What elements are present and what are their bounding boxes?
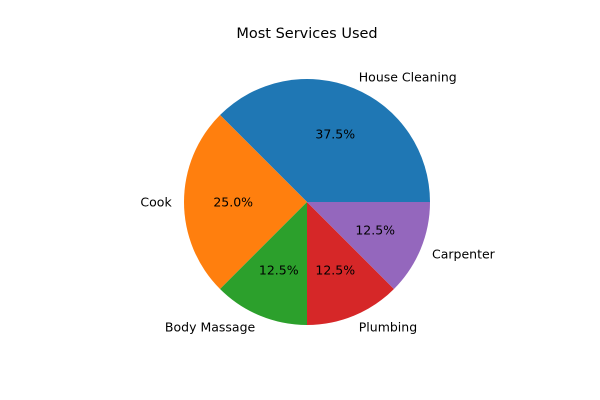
pie-labels: House Cleaning 37.5% Cook 25.0% Body Massage… (140, 69, 495, 334)
percent-label-cook: 25.0% (213, 195, 253, 210)
chart-title: Most Services Used (236, 26, 377, 42)
slice-label-plumbing: Plumbing (359, 320, 417, 335)
percent-label-carpenter: 12.5% (355, 223, 395, 238)
slice-label-house-cleaning: House Cleaning (359, 69, 457, 84)
percent-label-plumbing: 12.5% (315, 263, 355, 278)
slice-label-cook: Cook (140, 195, 172, 210)
pie-slice-house-cleaning (220, 79, 430, 202)
pie-slice-carpenter (307, 202, 430, 289)
percent-label-body-massage: 12.5% (259, 263, 299, 278)
pie-slice-cook (184, 115, 307, 289)
percent-label-house-cleaning: 37.5% (315, 126, 355, 141)
slice-label-carpenter: Carpenter (432, 246, 496, 261)
pie-slice-plumbing (307, 202, 394, 325)
pie-slices (184, 79, 430, 325)
pie-slice-body-massage (220, 202, 307, 325)
slice-label-body-massage: Body Massage (165, 320, 256, 335)
